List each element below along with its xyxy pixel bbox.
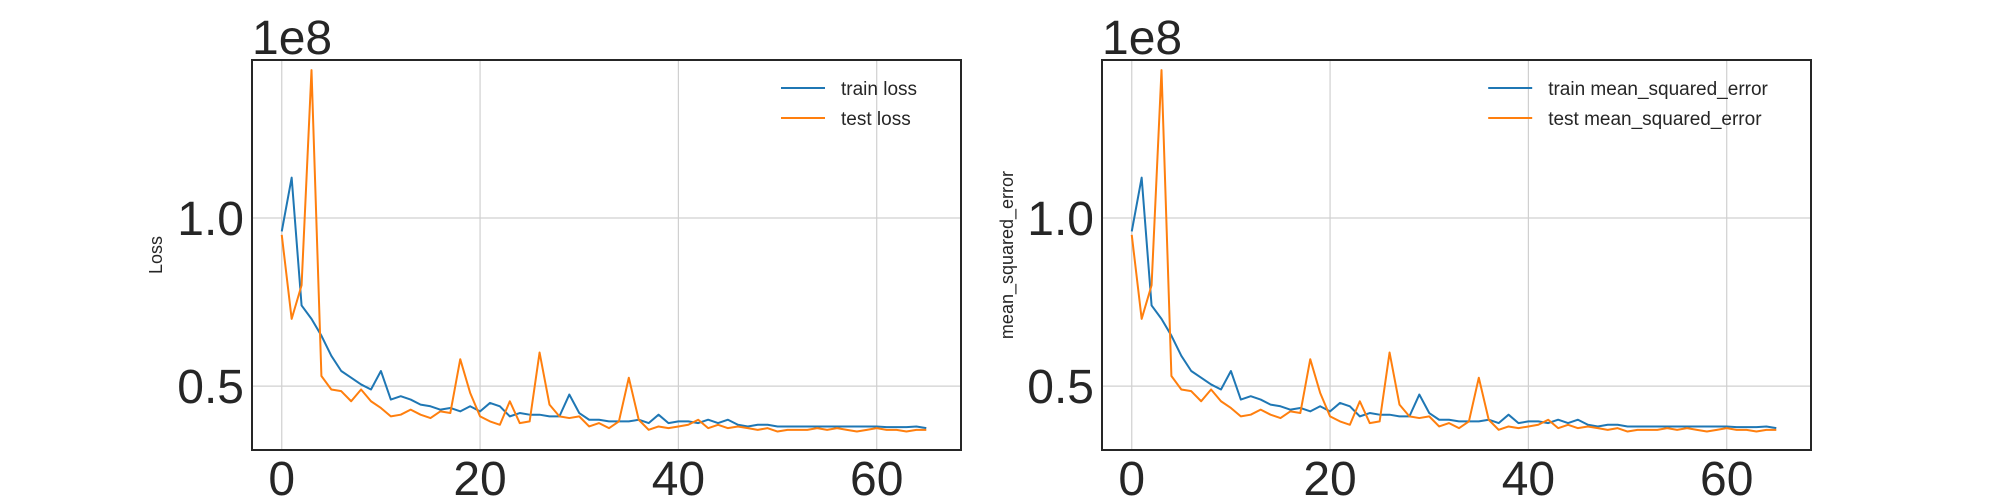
axes-frame — [251, 59, 962, 451]
x-tick-label: 20 — [1303, 453, 1356, 500]
series-line-2 — [280, 69, 927, 433]
y-axis-label: Loss — [146, 236, 166, 274]
y-tick-label: 1.0 — [177, 193, 244, 246]
series-line-1 — [1130, 176, 1777, 430]
x-tick-label: 0 — [1118, 453, 1145, 500]
y-tick-label: 0.5 — [177, 361, 244, 414]
x-tick-label: 40 — [1502, 453, 1555, 500]
legend-label-1: train loss — [841, 79, 917, 100]
x-tick-label: 60 — [850, 453, 903, 500]
x-tick-label: 60 — [1700, 453, 1753, 500]
axis-offset-text: 1e8 — [1102, 12, 1182, 65]
axis-offset-text: 1e8 — [252, 12, 332, 65]
y-tick-label: 0.5 — [1027, 361, 1094, 414]
series-line-1 — [280, 176, 927, 430]
x-tick-label: 20 — [453, 453, 506, 500]
legend-label-2: test mean_squared_error — [1548, 109, 1762, 130]
axes-frame — [1101, 59, 1812, 451]
series-line-2 — [1130, 69, 1777, 433]
legend-label-2: test loss — [841, 109, 911, 130]
y-tick-label: 1.0 — [1027, 193, 1094, 246]
x-tick-label: 0 — [268, 453, 295, 500]
chart-panel-1: 0 20 40 60 0.5 1.0 1e8 Loss train loss test loss — [146, 12, 962, 500]
y-axis-label: mean_squared_error — [997, 171, 1018, 339]
plot-area — [1102, 60, 1811, 450]
plot-area — [252, 60, 961, 450]
chart-panel-2: 0 20 40 60 0.5 1.0 1e8 mean_squared_error train … — [997, 12, 1812, 500]
legend-label-1: train mean_squared_error — [1548, 79, 1768, 100]
x-tick-label: 40 — [652, 453, 705, 500]
